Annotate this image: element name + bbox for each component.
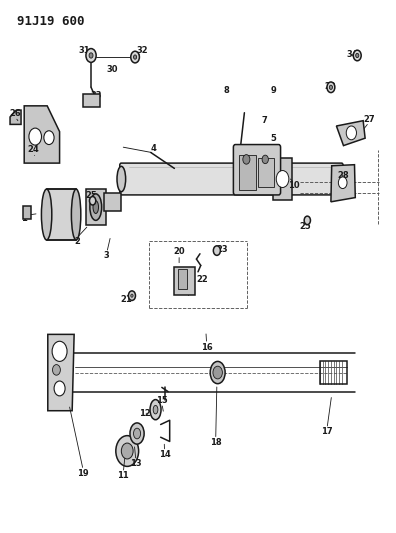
Circle shape bbox=[338, 177, 347, 189]
FancyBboxPatch shape bbox=[120, 163, 343, 195]
Circle shape bbox=[44, 131, 54, 144]
Text: 34: 34 bbox=[346, 50, 358, 59]
Text: 30: 30 bbox=[107, 64, 118, 74]
Circle shape bbox=[243, 155, 250, 164]
Text: 13: 13 bbox=[130, 459, 142, 469]
Circle shape bbox=[213, 246, 221, 255]
Bar bbox=[178, 269, 187, 289]
Text: 1: 1 bbox=[21, 214, 27, 223]
Text: 32: 32 bbox=[136, 46, 148, 55]
Text: 10: 10 bbox=[289, 181, 300, 190]
Bar bbox=[23, 206, 31, 219]
Polygon shape bbox=[24, 106, 59, 163]
Text: 26: 26 bbox=[9, 109, 21, 118]
Text: 17: 17 bbox=[321, 427, 333, 437]
Circle shape bbox=[276, 171, 289, 188]
Circle shape bbox=[304, 216, 310, 224]
Polygon shape bbox=[331, 165, 355, 202]
Bar bbox=[258, 158, 274, 187]
Circle shape bbox=[329, 85, 333, 90]
Circle shape bbox=[327, 82, 335, 93]
Circle shape bbox=[86, 49, 96, 62]
Text: 8: 8 bbox=[223, 86, 229, 95]
Circle shape bbox=[262, 155, 268, 164]
Text: 16: 16 bbox=[201, 343, 213, 352]
Circle shape bbox=[89, 197, 96, 205]
Text: 11: 11 bbox=[117, 471, 129, 480]
Polygon shape bbox=[10, 110, 21, 124]
Circle shape bbox=[131, 294, 133, 297]
Polygon shape bbox=[337, 120, 365, 146]
Text: 19: 19 bbox=[77, 469, 89, 478]
Circle shape bbox=[128, 291, 135, 301]
Text: 4: 4 bbox=[151, 144, 157, 154]
Ellipse shape bbox=[93, 201, 99, 214]
Ellipse shape bbox=[150, 400, 161, 419]
Ellipse shape bbox=[117, 166, 126, 192]
Text: 15: 15 bbox=[156, 395, 168, 405]
Bar bbox=[274, 158, 291, 200]
Ellipse shape bbox=[42, 189, 52, 240]
Circle shape bbox=[131, 51, 139, 63]
Ellipse shape bbox=[71, 189, 81, 240]
Polygon shape bbox=[48, 334, 74, 411]
Circle shape bbox=[356, 53, 359, 58]
Text: 23: 23 bbox=[217, 245, 228, 254]
Text: 31: 31 bbox=[79, 46, 91, 55]
Ellipse shape bbox=[338, 167, 345, 191]
Text: 9: 9 bbox=[270, 86, 276, 95]
Circle shape bbox=[213, 366, 223, 379]
Text: 22: 22 bbox=[197, 275, 209, 284]
Bar bbox=[83, 94, 100, 108]
Bar bbox=[238, 155, 256, 190]
Text: 33: 33 bbox=[90, 91, 101, 100]
Text: 6: 6 bbox=[268, 153, 274, 162]
Text: 5: 5 bbox=[270, 134, 276, 143]
Circle shape bbox=[353, 50, 361, 61]
Ellipse shape bbox=[121, 443, 133, 459]
Text: 2: 2 bbox=[74, 237, 80, 246]
Ellipse shape bbox=[90, 194, 102, 220]
Circle shape bbox=[133, 55, 137, 59]
Text: 25: 25 bbox=[299, 222, 311, 231]
Bar bbox=[105, 193, 121, 212]
Circle shape bbox=[52, 341, 67, 361]
Bar bbox=[86, 189, 106, 225]
Text: 25: 25 bbox=[85, 191, 97, 200]
Ellipse shape bbox=[153, 406, 158, 414]
FancyBboxPatch shape bbox=[233, 144, 281, 195]
Ellipse shape bbox=[210, 361, 225, 384]
Text: 27: 27 bbox=[363, 115, 375, 124]
Ellipse shape bbox=[130, 423, 144, 444]
Text: 28: 28 bbox=[337, 171, 348, 180]
Circle shape bbox=[53, 365, 60, 375]
Text: 3: 3 bbox=[104, 252, 110, 261]
Bar bbox=[47, 189, 76, 240]
Text: 14: 14 bbox=[159, 450, 170, 459]
Text: 21: 21 bbox=[120, 295, 132, 304]
Text: 20: 20 bbox=[173, 247, 185, 256]
Circle shape bbox=[346, 126, 356, 140]
Circle shape bbox=[89, 53, 93, 58]
Bar bbox=[174, 267, 195, 295]
Circle shape bbox=[54, 381, 65, 396]
Text: 29: 29 bbox=[324, 82, 335, 91]
Ellipse shape bbox=[133, 428, 141, 439]
Text: 91J19 600: 91J19 600 bbox=[17, 14, 85, 28]
Text: 12: 12 bbox=[139, 409, 151, 418]
Text: 18: 18 bbox=[210, 438, 221, 447]
Text: 24: 24 bbox=[27, 146, 39, 155]
Ellipse shape bbox=[116, 435, 139, 466]
Text: 7: 7 bbox=[261, 116, 267, 125]
Bar bbox=[320, 361, 346, 384]
Circle shape bbox=[29, 128, 42, 145]
